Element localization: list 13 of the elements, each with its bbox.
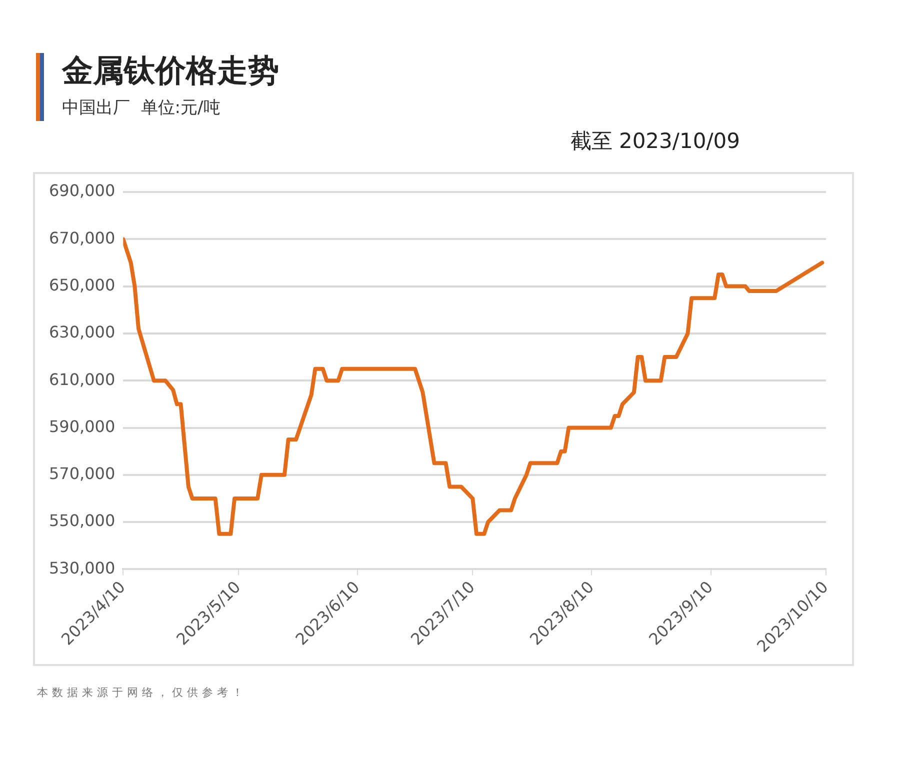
y-tick-label: 530,000 [48,558,116,578]
y-tick-label: 610,000 [48,370,116,389]
y-tick-label: 590,000 [48,416,116,436]
y-tick-label: 550,000 [48,511,116,530]
text: 截至 2023/10/09 [570,128,740,155]
text: 本数据来源于网络，仅供参考！ [37,685,247,700]
y-tick-label: 690,000 [48,181,116,200]
chart-subtitle: 中国出厂 单位:元/吨 [62,97,220,119]
y-tick-label: 630,000 [48,322,116,342]
y-tick-label: 670,000 [48,228,116,248]
y-tick-label: 650,000 [48,275,116,294]
chart-title: 金属钛价格走势 [62,52,279,91]
y-tick-label: 570,000 [48,464,116,484]
